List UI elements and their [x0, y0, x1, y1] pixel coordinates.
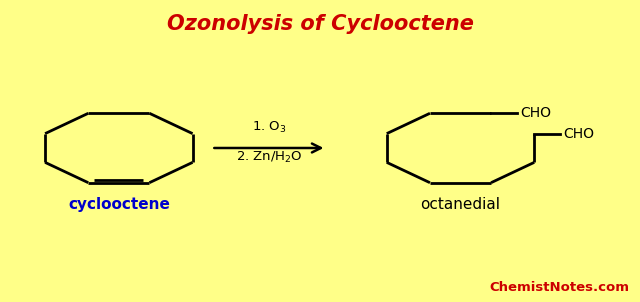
- Text: ChemistNotes.com: ChemistNotes.com: [490, 281, 630, 294]
- Text: cyclooctene: cyclooctene: [68, 197, 170, 212]
- Text: Ozonolysis of Cyclooctene: Ozonolysis of Cyclooctene: [166, 14, 474, 34]
- Text: CHO: CHO: [563, 127, 594, 141]
- Text: CHO: CHO: [520, 106, 551, 120]
- Text: 1. O$_3$: 1. O$_3$: [252, 120, 286, 135]
- Text: 2. Zn/H$_2$O: 2. Zn/H$_2$O: [236, 150, 302, 165]
- Text: octanedial: octanedial: [420, 197, 500, 212]
